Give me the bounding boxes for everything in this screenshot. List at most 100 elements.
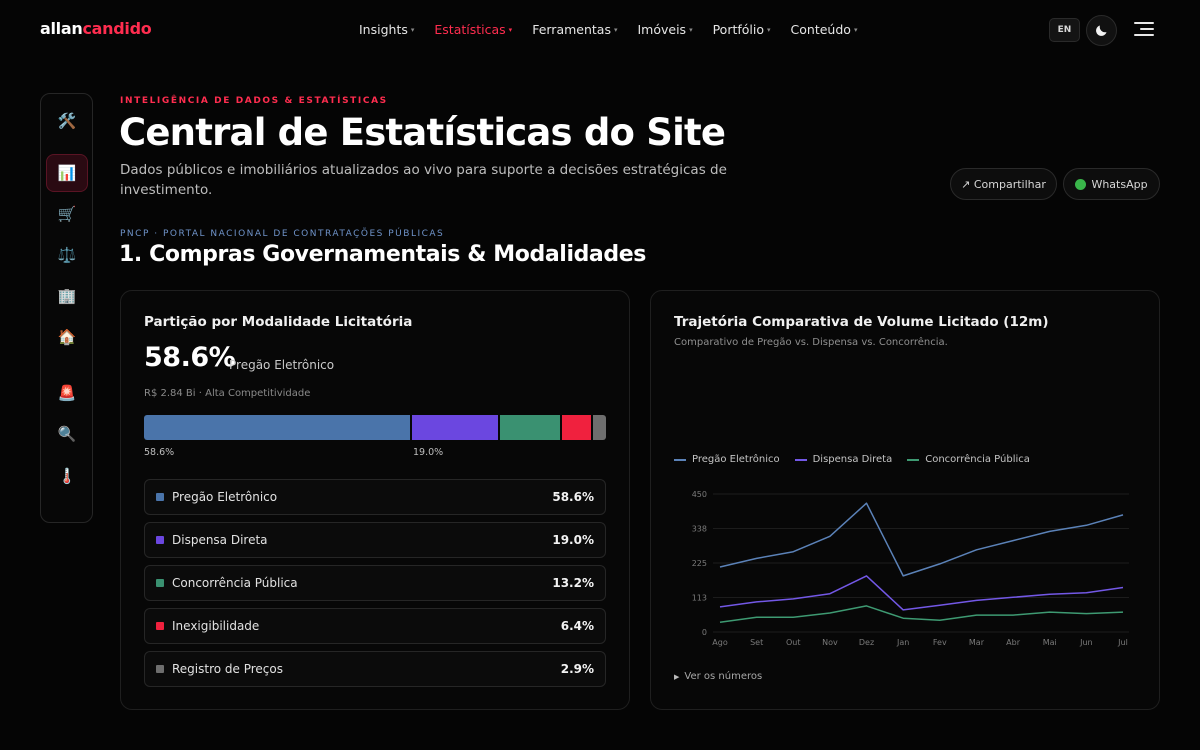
modality-card-title: Partição por Modalidade Licitatória bbox=[144, 314, 413, 330]
nav-item-label: Conteúdo bbox=[790, 22, 851, 37]
color-swatch bbox=[156, 493, 164, 501]
tools-icon: 🛠️ bbox=[57, 112, 77, 130]
modality-value: 58.6% bbox=[552, 490, 594, 504]
stacked-share-bar bbox=[144, 415, 606, 440]
stack-segment bbox=[561, 415, 593, 440]
modality-value: 2.9% bbox=[560, 662, 594, 676]
section-title: 1. Compras Governamentais & Modalidades bbox=[119, 242, 646, 267]
x-tick-label: Ago bbox=[712, 638, 728, 647]
section-eyebrow: PNCP · PORTAL NACIONAL DE CONTRATAÇÕES P… bbox=[120, 229, 445, 239]
stack-label-second: 19.0% bbox=[413, 447, 444, 458]
x-tick-label: Out bbox=[786, 638, 801, 647]
logo-text-candido: candido bbox=[82, 19, 152, 38]
trend-card-title: Trajetória Comparativa de Volume Licitad… bbox=[674, 314, 1049, 330]
top-navigation: allancandido Insights ▾ Estatísticas ▾ Ferra… bbox=[0, 0, 1200, 60]
modality-value: 13.2% bbox=[552, 576, 594, 590]
modality-row[interactable]: Pregão Eletrônico 58.6% bbox=[144, 479, 606, 515]
stack-segment bbox=[499, 415, 562, 440]
rail-item-siren[interactable]: 🚨 bbox=[46, 374, 88, 412]
share-button[interactable]: ↗ Compartilhar bbox=[950, 168, 1057, 200]
whatsapp-button[interactable]: WhatsApp bbox=[1063, 168, 1160, 200]
modality-row[interactable]: Inexigibilidade 6.4% bbox=[144, 608, 606, 644]
stack-segment bbox=[411, 415, 500, 440]
show-numbers-label: Ver os números bbox=[684, 671, 763, 682]
x-tick-label: Fev bbox=[933, 638, 947, 647]
modality-row[interactable]: Concorrência Pública 13.2% bbox=[144, 565, 606, 601]
x-tick-label: Abr bbox=[1006, 638, 1021, 647]
x-tick-label: Dez bbox=[859, 638, 874, 647]
chevron-down-icon: ▾ bbox=[508, 25, 513, 34]
modality-row[interactable]: Registro de Preços 2.9% bbox=[144, 651, 606, 687]
nav-item-label: Insights bbox=[359, 22, 408, 37]
rail-item-shopping-cart[interactable]: 🛒 bbox=[46, 195, 88, 233]
modality-list: Pregão Eletrônico 58.6% Dispensa Direta 19.… bbox=[144, 479, 606, 694]
line-chart: 0 113 225 338 450 Ago Set Out Nov Dez Jan Fev Mar Abr… bbox=[692, 490, 1129, 647]
nav-item-insights[interactable]: Insights ▾ bbox=[359, 22, 414, 37]
modality-value: 19.0% bbox=[552, 533, 594, 547]
y-tick-label: 450 bbox=[692, 490, 707, 499]
shopping-cart-icon: 🛒 bbox=[57, 205, 77, 223]
stack-segment bbox=[144, 415, 412, 440]
nav-item-imoveis[interactable]: Imóveis ▾ bbox=[637, 22, 692, 37]
modality-name: Inexigibilidade bbox=[172, 619, 260, 633]
rail-item-scales[interactable]: ⚖️ bbox=[46, 236, 88, 274]
chevron-down-icon: ▾ bbox=[853, 25, 858, 34]
nav-item-estatisticas[interactable]: Estatísticas ▾ bbox=[434, 22, 512, 37]
page-title: Central de Estatísticas do Site bbox=[119, 111, 726, 154]
headline-label: Pregão Eletrônico bbox=[229, 358, 335, 372]
series-line-2 bbox=[719, 575, 1124, 611]
rail-item-thermometer[interactable]: 🌡️ bbox=[46, 457, 88, 495]
bar-chart-icon: 📊 bbox=[57, 164, 77, 182]
section-side-rail: 🛠️ 📊 🛒 ⚖️ 🏢 🏠 🚨 🔍 🌡️ bbox=[40, 93, 93, 523]
nav-item-conteudo[interactable]: Conteúdo ▾ bbox=[791, 22, 858, 37]
chevron-down-icon: ▾ bbox=[689, 25, 693, 34]
magnifier-icon: 🔍 bbox=[57, 425, 77, 443]
y-tick-label: 338 bbox=[692, 525, 707, 534]
hamburger-icon[interactable] bbox=[1134, 20, 1154, 38]
rail-item-tools[interactable]: 🛠️ bbox=[46, 102, 88, 140]
siren-icon: 🚨 bbox=[57, 384, 77, 402]
legend-item[interactable]: Concorrência Pública bbox=[907, 454, 1030, 465]
x-tick-label: Nov bbox=[822, 638, 838, 647]
modality-row[interactable]: Dispensa Direta 19.0% bbox=[144, 522, 606, 558]
rail-item-magnifier[interactable]: 🔍 bbox=[46, 415, 88, 453]
modality-name: Concorrência Pública bbox=[172, 576, 298, 590]
nav-item-label: Ferramentas bbox=[532, 22, 611, 37]
x-tick-label: Jul bbox=[1117, 638, 1128, 647]
chevron-down-icon: ▾ bbox=[767, 25, 771, 34]
legend-item[interactable]: Dispensa Direta bbox=[794, 454, 892, 465]
legend-label: Concorrência Pública bbox=[925, 454, 1030, 465]
nav-item-label: Portfólio bbox=[712, 22, 765, 37]
chevron-down-icon: ▾ bbox=[613, 25, 618, 34]
logo-text-allan: allan bbox=[40, 19, 83, 38]
headline-meta: R$ 2.84 Bi · Alta Competitividade bbox=[144, 388, 311, 399]
legend-item[interactable]: Pregão Eletrônico bbox=[674, 454, 780, 465]
nav-item-label: Imóveis bbox=[637, 22, 687, 37]
rail-item-bar-chart[interactable]: 📊 bbox=[46, 154, 88, 192]
site-logo[interactable]: allancandido bbox=[40, 19, 152, 38]
trend-card-subtitle: Comparativo de Pregão vs. Dispensa vs. C… bbox=[674, 337, 948, 348]
color-swatch bbox=[156, 622, 164, 630]
y-tick-label: 225 bbox=[692, 559, 707, 568]
x-tick-label: Mar bbox=[969, 638, 985, 647]
rail-item-house[interactable]: 🏠 bbox=[46, 318, 88, 356]
theme-toggle-button[interactable] bbox=[1086, 15, 1117, 46]
legend-line bbox=[674, 458, 686, 461]
modality-name: Pregão Eletrônico bbox=[172, 490, 278, 504]
series-line-1 bbox=[719, 502, 1124, 577]
x-tick-label: Mai bbox=[1043, 638, 1057, 647]
scales-icon: ⚖️ bbox=[57, 246, 77, 264]
x-tick-label: Set bbox=[750, 638, 763, 647]
whatsapp-label: WhatsApp bbox=[1091, 177, 1148, 191]
y-tick-label: 113 bbox=[692, 594, 707, 603]
y-tick-label: 0 bbox=[702, 628, 707, 637]
trend-card: Trajetória Comparativa de Volume Licitad… bbox=[650, 290, 1160, 710]
language-toggle-button[interactable]: EN bbox=[1049, 18, 1080, 42]
legend-label: Pregão Eletrônico bbox=[692, 454, 780, 465]
nav-item-ferramentas[interactable]: Ferramentas ▾ bbox=[532, 22, 617, 37]
nav-item-portfolio[interactable]: Portfólio ▾ bbox=[713, 22, 771, 37]
show-numbers-toggle[interactable]: ▶ Ver os números bbox=[674, 671, 762, 682]
chart-legend: Pregão Eletrônico Dispensa Direta Concorrê… bbox=[674, 454, 1045, 465]
thermometer-icon: 🌡️ bbox=[57, 467, 77, 485]
rail-item-office-building[interactable]: 🏢 bbox=[46, 277, 88, 315]
